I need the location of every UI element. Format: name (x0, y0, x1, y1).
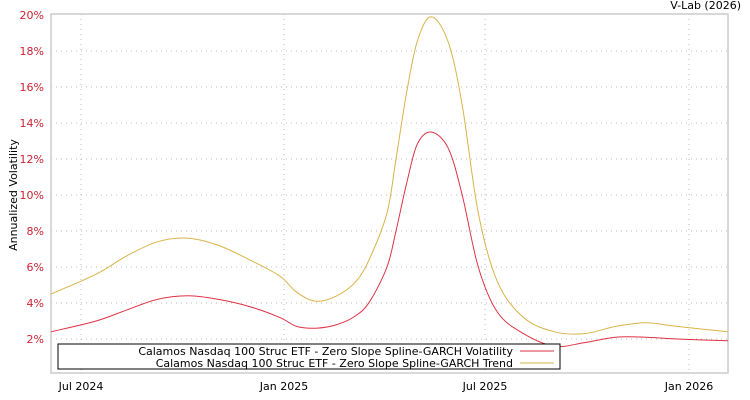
y-tick-label: 20% (20, 9, 44, 22)
y-tick-label: 10% (20, 189, 44, 202)
x-tick-label: Jul 2025 (462, 380, 508, 393)
x-axis-ticks: Jul 2024 Jan 2025 Jul 2025 Jan 2026 (58, 380, 714, 393)
legend-label-trend: Calamos Nasdaq 100 Struc ETF - Zero Slop… (156, 357, 513, 370)
y-tick-label: 18% (20, 45, 44, 58)
y-tick-label: 4% (27, 297, 44, 310)
x-tick-label: Jan 2026 (664, 380, 713, 393)
y-axis-ticks: 2% 4% 6% 8% 10% 12% 14% 16% 18% 20% (20, 9, 44, 346)
legend-label-volatility: Calamos Nasdaq 100 Struc ETF - Zero Slop… (138, 345, 513, 358)
y-tick-label: 8% (27, 225, 44, 238)
x-tick-label: Jul 2024 (58, 380, 104, 393)
gridlines (51, 14, 728, 373)
trend-series-line (50, 16, 729, 335)
legend: Calamos Nasdaq 100 Struc ETF - Zero Slop… (57, 343, 561, 370)
volatility-series-line (50, 131, 729, 348)
x-tick-label: Jan 2025 (259, 380, 308, 393)
y-tick-label: 6% (27, 261, 44, 274)
legend-box (57, 343, 561, 370)
y-tick-label: 2% (27, 333, 44, 346)
y-tick-label: 16% (20, 81, 44, 94)
y-tick-label: 12% (20, 153, 44, 166)
credit-label: V-Lab (2026) (670, 0, 741, 12)
plot-area-frame (50, 13, 729, 374)
y-tick-label: 14% (20, 117, 44, 130)
y-axis-label: Annualized Volatility (7, 139, 20, 251)
